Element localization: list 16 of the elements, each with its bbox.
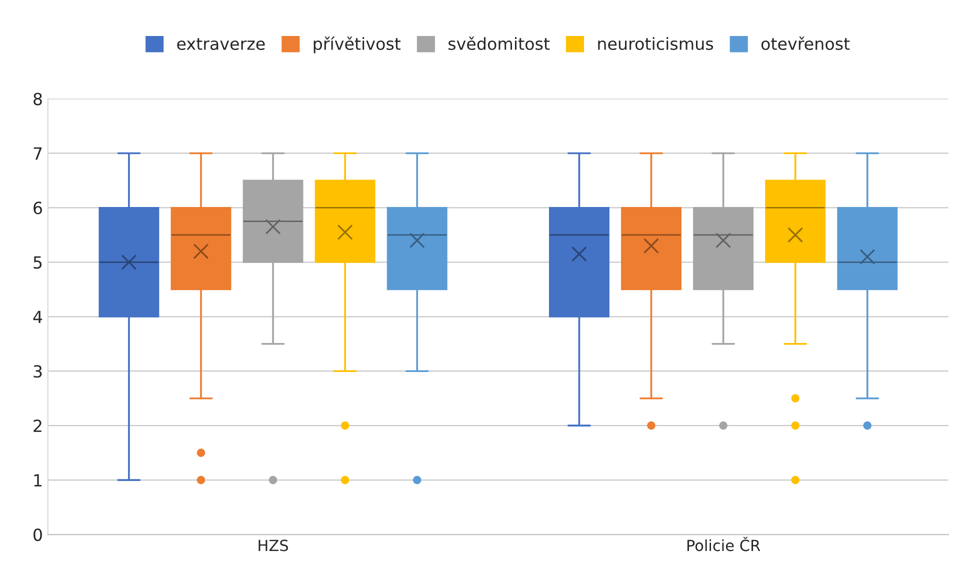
legend-label: přívětivost [314,36,401,54]
y-tick-label: 8 [34,92,42,106]
y-tick-label: 3 [34,365,42,378]
y-tick-label: 6 [34,202,42,214]
y-tick-label: 2 [34,420,42,432]
y-tick-label: 1 [34,474,42,486]
legend-label: neuroticismus [598,37,714,50]
y-tick-label: 5 [34,256,42,269]
legend-label: extraverze [177,38,265,50]
x-tick-label: HZS [258,540,288,552]
legend-label: svědomitost [448,36,550,50]
x-tick-label: Policie ČR [687,536,760,552]
y-tick-label: 4 [33,310,42,323]
legend-label: otevřenost [761,36,850,50]
y-tick-label: 0 [34,528,42,542]
y-tick-label: 7 [34,147,42,160]
